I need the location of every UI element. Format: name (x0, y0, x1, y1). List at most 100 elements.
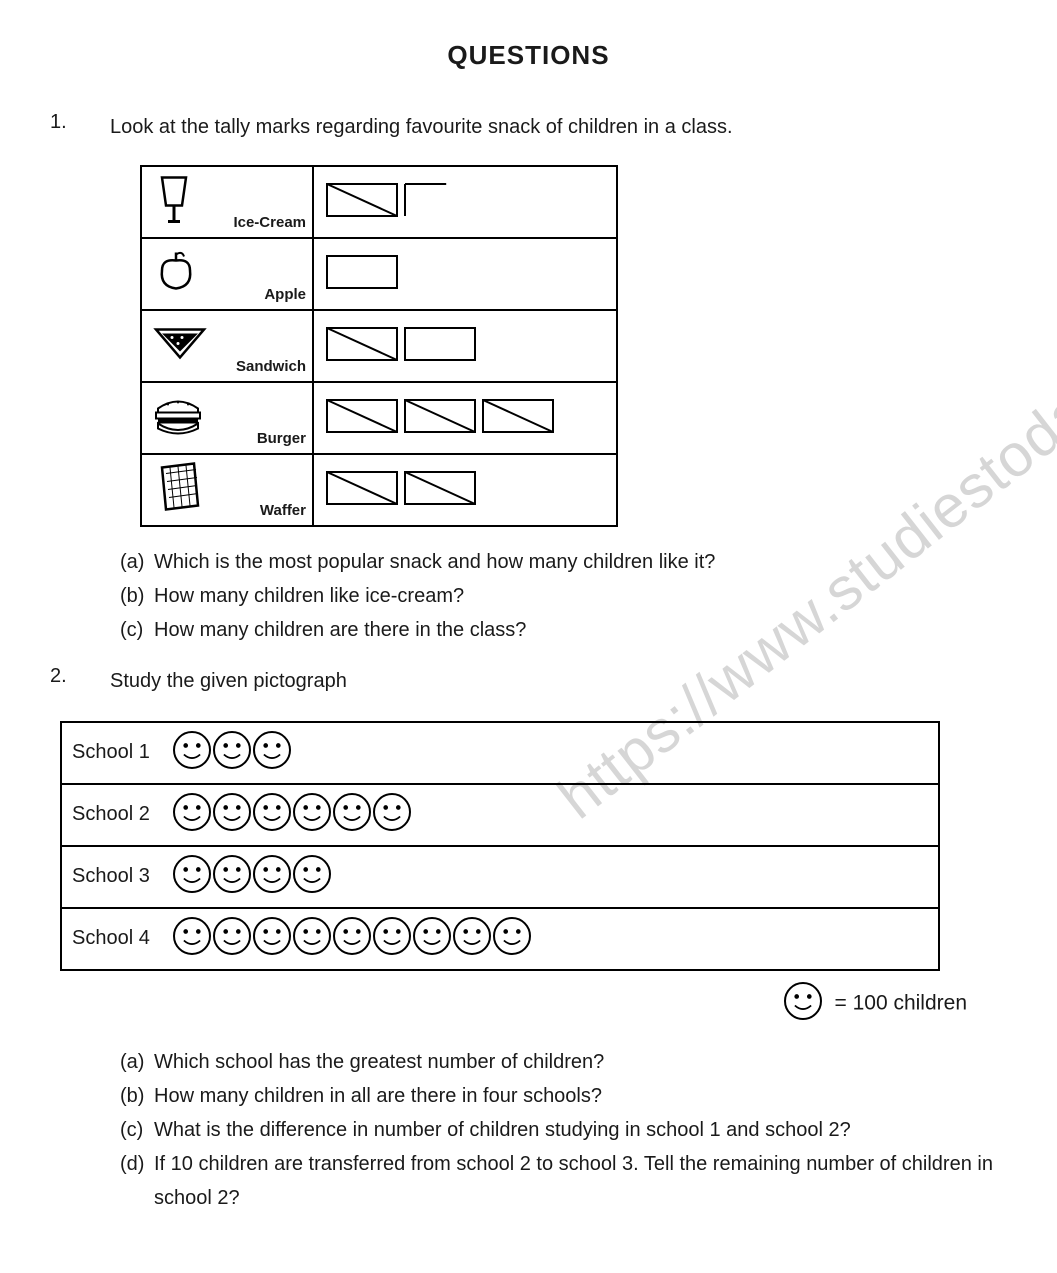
smiley-icon (372, 792, 412, 838)
ice-cream-icon (152, 174, 196, 231)
table-row: School 3 (61, 846, 939, 908)
smiley-icon (212, 730, 252, 776)
smiley-icon (252, 854, 292, 900)
smiley-icon (783, 981, 823, 1027)
sub-letter: (b) (120, 1079, 154, 1113)
smiley-icon (372, 916, 412, 962)
smiley-icon (212, 792, 252, 838)
sub-question: (a) Which school has the greatest number… (120, 1045, 1007, 1079)
smiley-icon (412, 916, 452, 962)
pictograph-legend: = 100 children (50, 981, 967, 1027)
apple-icon (152, 249, 200, 300)
tally-group (326, 255, 398, 294)
smiley-icon (172, 916, 212, 962)
sub-letter: (d) (120, 1147, 154, 1215)
snack-label: Burger (257, 430, 306, 447)
sub-question: (a) Which is the most popular snack and … (120, 545, 1007, 579)
snack-cell: Sandwich (141, 310, 313, 382)
q1-prompt: Look at the tally marks regarding favour… (110, 111, 1007, 143)
sub-text: How many children like ice-cream? (154, 579, 464, 613)
sandwich-icon (152, 324, 208, 369)
smiley-icon (172, 854, 212, 900)
page-title: QUESTIONS (50, 40, 1007, 71)
waffer-icon (152, 462, 200, 519)
sub-letter: (a) (120, 1045, 154, 1079)
smiley-icon (252, 730, 292, 776)
tally-cell (313, 310, 617, 382)
sub-text: Which is the most popular snack and how … (154, 545, 715, 579)
sub-text: How many children in all are there in fo… (154, 1079, 602, 1113)
pictograph-row: School 3 (61, 846, 939, 908)
smiley-icon (492, 916, 532, 962)
q1-number: 1. (50, 111, 110, 134)
sub-question: (b) How many children in all are there i… (120, 1079, 1007, 1113)
smiley-icon (172, 730, 212, 776)
sub-letter: (a) (120, 545, 154, 579)
tally-group (326, 327, 398, 366)
smiley-icon (252, 792, 292, 838)
snack-cell: Apple (141, 238, 313, 310)
tally-group (404, 471, 476, 510)
pictograph-row: School 4 (61, 908, 939, 970)
snack-cell: Ice-Cream (141, 166, 313, 238)
tally-group (326, 471, 398, 510)
smiley-icon (452, 916, 492, 962)
snack-label: Sandwich (236, 358, 306, 375)
sub-letter: (b) (120, 579, 154, 613)
tally-cell (313, 238, 617, 310)
school-label: School 2 (72, 803, 172, 826)
pictograph-row: School 1 (61, 722, 939, 784)
smiley-icon (332, 792, 372, 838)
tally-group (404, 327, 476, 366)
table-row: Burger (141, 382, 617, 454)
table-row: Apple (141, 238, 617, 310)
tally-group (326, 183, 398, 222)
sub-text: How many children are there in the class… (154, 613, 526, 647)
sub-question: (b) How many children like ice-cream? (120, 579, 1007, 613)
smiley-icon (252, 916, 292, 962)
sub-text: If 10 children are transferred from scho… (154, 1147, 1007, 1215)
table-row: Waffer (141, 454, 617, 526)
sub-question: (c) How many children are there in the c… (120, 613, 1007, 647)
smiley-icon (212, 854, 252, 900)
snack-cell: Waffer (141, 454, 313, 526)
burger-icon (152, 395, 204, 442)
q2-number: 2. (50, 665, 110, 688)
table-row: School 1 (61, 722, 939, 784)
sub-text: Which school has the greatest number of … (154, 1045, 604, 1079)
smiley-icon (292, 854, 332, 900)
snack-label: Waffer (260, 502, 306, 519)
smiley-icon (332, 916, 372, 962)
tally-table: Ice-Cream Apple Sandwich Burger (140, 165, 618, 527)
sub-question: (d) If 10 children are transferred from … (120, 1147, 1007, 1215)
tally-group (404, 183, 447, 222)
smiley-icon (212, 916, 252, 962)
snack-label: Apple (264, 286, 306, 303)
tally-cell (313, 454, 617, 526)
sub-question: (c) What is the difference in number of … (120, 1113, 1007, 1147)
table-row: School 2 (61, 784, 939, 846)
pictograph-table: School 1 School 2 (60, 721, 940, 971)
pictograph-row: School 2 (61, 784, 939, 846)
sub-letter: (c) (120, 1113, 154, 1147)
sub-letter: (c) (120, 613, 154, 647)
table-row: Ice-Cream (141, 166, 617, 238)
smiley-icon (292, 916, 332, 962)
tally-group (404, 399, 476, 438)
school-label: School 4 (72, 927, 172, 950)
table-row: Sandwich (141, 310, 617, 382)
tally-cell (313, 382, 617, 454)
legend-text: = 100 children (834, 992, 967, 1015)
q2-prompt: Study the given pictograph (110, 665, 1007, 697)
smiley-icon (172, 792, 212, 838)
school-label: School 3 (72, 865, 172, 888)
smiley-icon (292, 792, 332, 838)
table-row: School 4 (61, 908, 939, 970)
snack-label: Ice-Cream (233, 214, 306, 231)
snack-cell: Burger (141, 382, 313, 454)
tally-cell (313, 166, 617, 238)
school-label: School 1 (72, 741, 172, 764)
sub-text: What is the difference in number of chil… (154, 1113, 851, 1147)
tally-group (326, 399, 398, 438)
tally-group (482, 399, 554, 438)
